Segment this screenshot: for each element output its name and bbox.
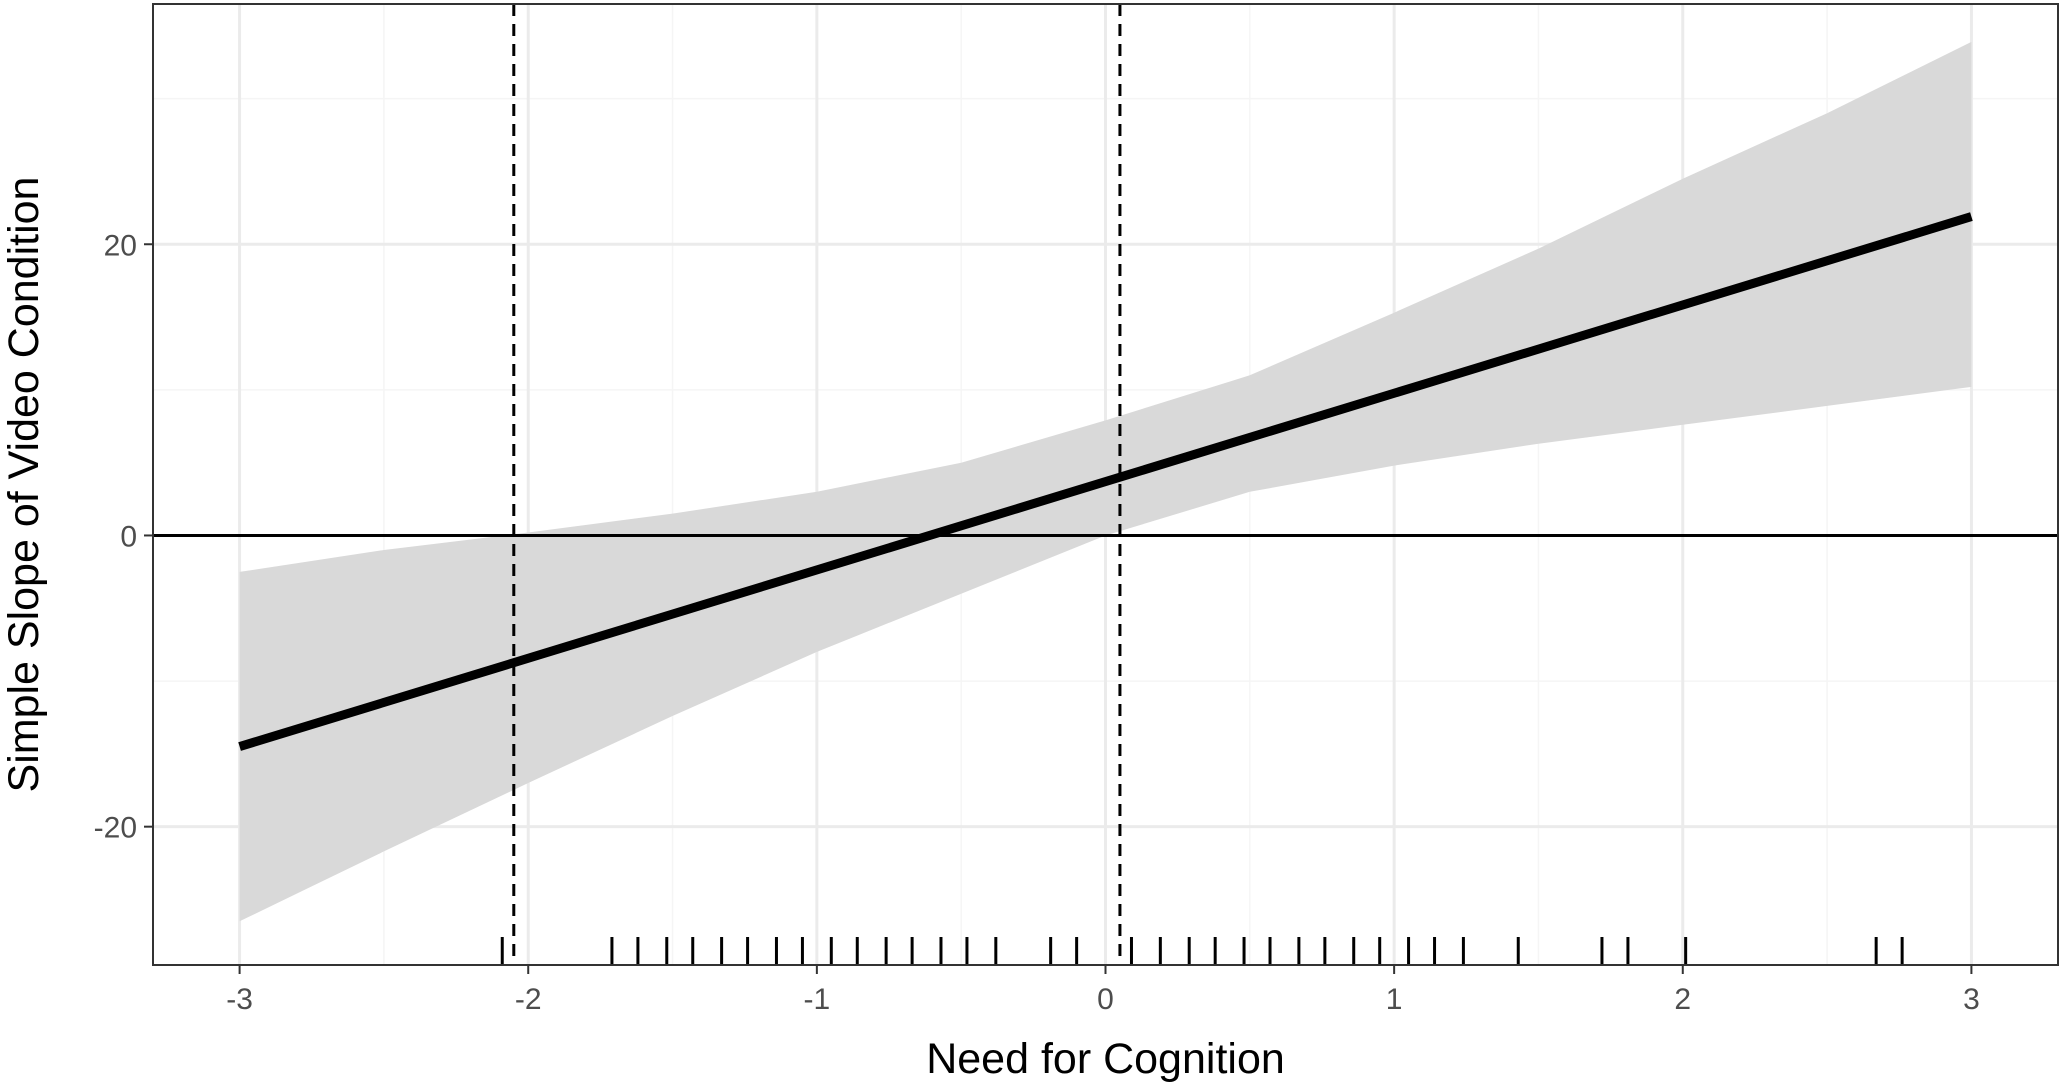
x-tick-label: -3 — [226, 983, 253, 1016]
simple-slope-line — [238, 212, 1973, 751]
slope-line-layer — [238, 212, 1973, 751]
x-tick-label: 1 — [1386, 983, 1403, 1016]
y-tick-label: -20 — [94, 812, 137, 845]
x-axis-title: Need for Cognition — [926, 1035, 1285, 1083]
rug-marks-layer — [500, 937, 1904, 965]
reference-lines-layer — [153, 4, 2058, 965]
x-tick-label: -2 — [515, 983, 542, 1016]
y-axis-title: Simple Slope of Video Condition — [0, 177, 48, 793]
y-tick-label: 20 — [104, 229, 137, 262]
y-axis: -20 0 20 — [94, 229, 153, 845]
x-tick-label: 3 — [1963, 983, 1980, 1016]
x-tick-label: 0 — [1097, 983, 1114, 1016]
x-tick-label: -1 — [804, 983, 831, 1016]
x-tick-label: 2 — [1674, 983, 1691, 1016]
y-tick-label: 0 — [120, 520, 137, 553]
x-axis: -3 -2 -1 0 1 2 3 — [226, 965, 1980, 1016]
